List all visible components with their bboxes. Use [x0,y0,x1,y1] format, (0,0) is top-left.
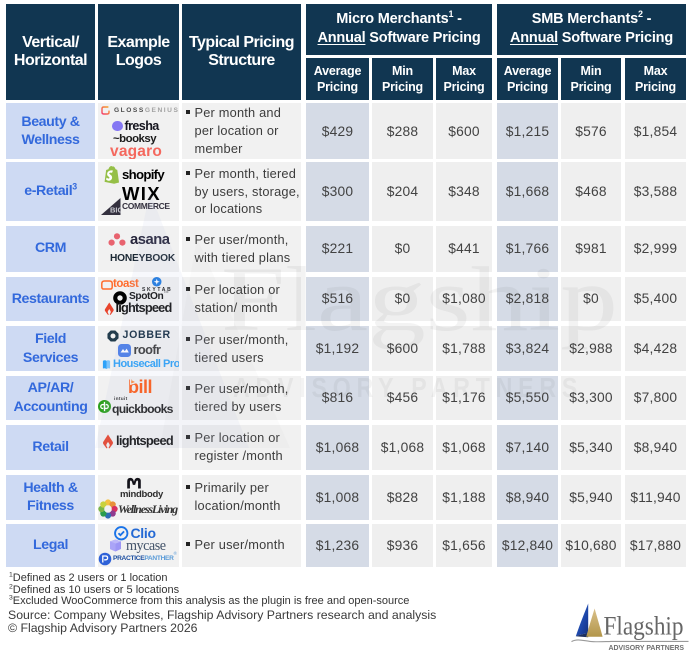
svg-text:ADVISORY PARTNERS: ADVISORY PARTNERS [609,643,685,652]
svg-text:BIG: BIG [110,206,121,215]
svg-text:Flagship: Flagship [604,612,684,641]
